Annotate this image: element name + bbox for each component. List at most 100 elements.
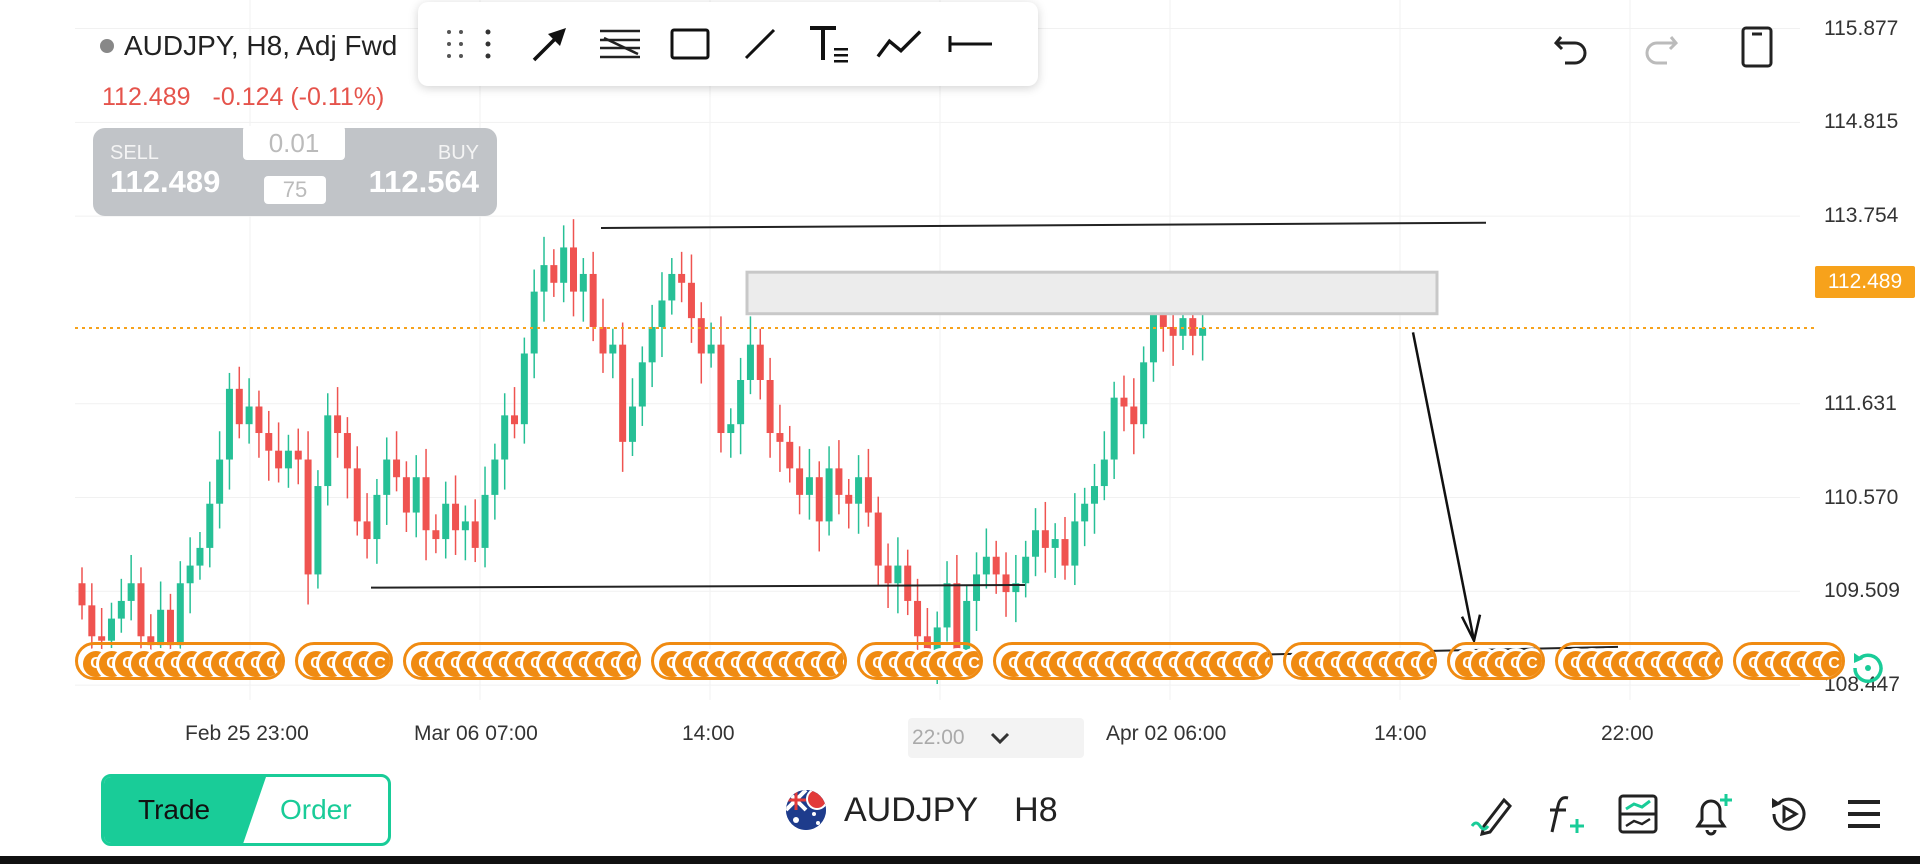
candle-bull <box>1071 521 1079 566</box>
candle-bull <box>982 556 990 575</box>
event-group[interactable]: CCCCCCCCCCCCC <box>75 642 285 680</box>
candle-bull <box>314 486 322 575</box>
candle-bear <box>353 468 361 522</box>
price-tick-label: 110.570 <box>1824 485 1899 509</box>
candle-bear <box>1159 309 1167 327</box>
candle-bear <box>874 512 882 566</box>
price-chart[interactable] <box>0 0 1920 760</box>
price-tick-label: 114.815 <box>1824 110 1899 134</box>
candle-bear <box>88 605 96 637</box>
candle-bear <box>1189 318 1197 336</box>
event-group[interactable]: CCCCCC <box>1733 642 1845 680</box>
candle-bear <box>265 433 273 451</box>
candle-bear <box>786 441 794 469</box>
candle-bull <box>412 477 420 513</box>
bottom-timeframe[interactable]: H8 <box>1014 790 1058 829</box>
event-group[interactable]: CCCCCCCCCCCCCCCCCC <box>993 642 1273 680</box>
rectangle-tool-icon[interactable] <box>666 20 714 68</box>
chart-area[interactable]: AUDJPY, H8, Adj Fwd 112.489 -0.124 (-0.1… <box>0 0 1920 760</box>
candle-bull <box>530 291 538 354</box>
trend-line-tool-icon[interactable] <box>736 20 784 68</box>
redo-icon[interactable] <box>1636 22 1686 72</box>
phone-layout-icon[interactable] <box>1732 22 1782 72</box>
candle-bear <box>294 450 302 460</box>
path-tool-icon[interactable] <box>876 20 924 68</box>
candle-bull <box>117 600 125 619</box>
menu-icon[interactable] <box>1840 790 1888 838</box>
time-cursor-label[interactable]: 22:00 <box>908 718 1084 758</box>
range-support-line <box>370 584 1026 589</box>
candle-bear <box>678 273 686 283</box>
candle-bull <box>707 344 715 354</box>
replay-icon[interactable] <box>1764 790 1812 838</box>
draw-pen-icon[interactable] <box>1466 790 1514 838</box>
fib-tool-icon[interactable] <box>596 20 644 68</box>
reset-chart-icon[interactable] <box>1845 645 1891 691</box>
candle-bear <box>687 282 695 319</box>
event-group[interactable]: CCCCCCCCCCCCCCC <box>403 642 641 680</box>
indicator-f-icon[interactable] <box>1540 790 1588 838</box>
candle-bull <box>1081 503 1089 522</box>
price-tick-label: 109.509 <box>1824 579 1900 603</box>
event-group[interactable]: CCCCCCC <box>857 642 983 680</box>
candle-bull <box>560 247 568 283</box>
candle-bear <box>432 530 440 540</box>
layout-icon[interactable] <box>1614 790 1662 838</box>
event-marker-icon: C <box>1704 648 1720 677</box>
alert-bell-icon[interactable] <box>1688 790 1736 838</box>
lot-size-input[interactable]: 0.01 <box>243 126 345 160</box>
candle-bear <box>1061 539 1069 566</box>
price-change: -0.124 (-0.11%) <box>212 83 385 111</box>
quick-trade-panel: SELL 112.489 BUY 112.564 0.01 75 <box>93 126 497 216</box>
sell-price-button[interactable]: 112.489 <box>110 164 221 199</box>
candle-bull <box>501 415 509 460</box>
candle-bull <box>383 459 391 495</box>
candle-bull <box>628 406 636 442</box>
event-group[interactable]: CCCCCCCCCC <box>1555 642 1723 680</box>
candle-bull <box>1051 539 1059 548</box>
sell-label: SELL <box>110 142 159 164</box>
symbol-selector[interactable]: AUDJPY H8 <box>786 790 1058 830</box>
candle-bear <box>776 433 784 442</box>
drag-handle-icon[interactable] <box>442 20 470 68</box>
buy-label: BUY <box>437 142 479 164</box>
candle-bear <box>796 468 804 495</box>
candle-bear <box>275 450 283 469</box>
candle-bull <box>1090 486 1098 504</box>
candle-bear <box>343 433 351 469</box>
bottom-bar: Trade Order AUDJPY H8 <box>0 760 1920 864</box>
text-tool-icon[interactable] <box>806 20 854 68</box>
candle-bull <box>1012 583 1020 593</box>
event-marker-icon: C <box>958 648 980 677</box>
tab-order[interactable]: Order <box>280 794 352 825</box>
candle-bear <box>697 318 705 354</box>
candle-bear <box>334 415 342 434</box>
horizontal-line-tool-icon[interactable] <box>946 20 994 68</box>
arrow-tool-icon[interactable] <box>526 20 574 68</box>
system-nav-strip <box>0 856 1920 864</box>
time-tick-label: Apr 02 06:00 <box>1106 722 1227 745</box>
candle-bull <box>461 521 469 531</box>
candle-bear <box>815 477 823 522</box>
candle-bull <box>206 503 214 548</box>
candle-bear <box>255 406 263 434</box>
candle-bull <box>481 494 489 548</box>
candle-bear <box>835 468 843 495</box>
drawing-toolbar <box>418 2 1038 86</box>
more-icon[interactable] <box>478 20 498 68</box>
candle-bear <box>422 477 430 531</box>
jp-flag-dot-icon <box>806 790 826 810</box>
candle-bear <box>137 583 145 637</box>
market-status-dot <box>100 39 114 53</box>
undo-icon[interactable] <box>1546 22 1596 72</box>
candle-bull <box>540 265 548 292</box>
tab-trade[interactable]: Trade <box>104 777 266 843</box>
event-group[interactable]: CCCCCCCCC <box>1283 642 1437 680</box>
candle-bear <box>845 494 853 504</box>
candle-bull <box>973 574 981 601</box>
buy-price-button[interactable]: 112.564 <box>368 164 479 199</box>
event-group[interactable]: CCCCCCCCCCCC <box>651 642 847 680</box>
candle-bull <box>284 450 292 469</box>
